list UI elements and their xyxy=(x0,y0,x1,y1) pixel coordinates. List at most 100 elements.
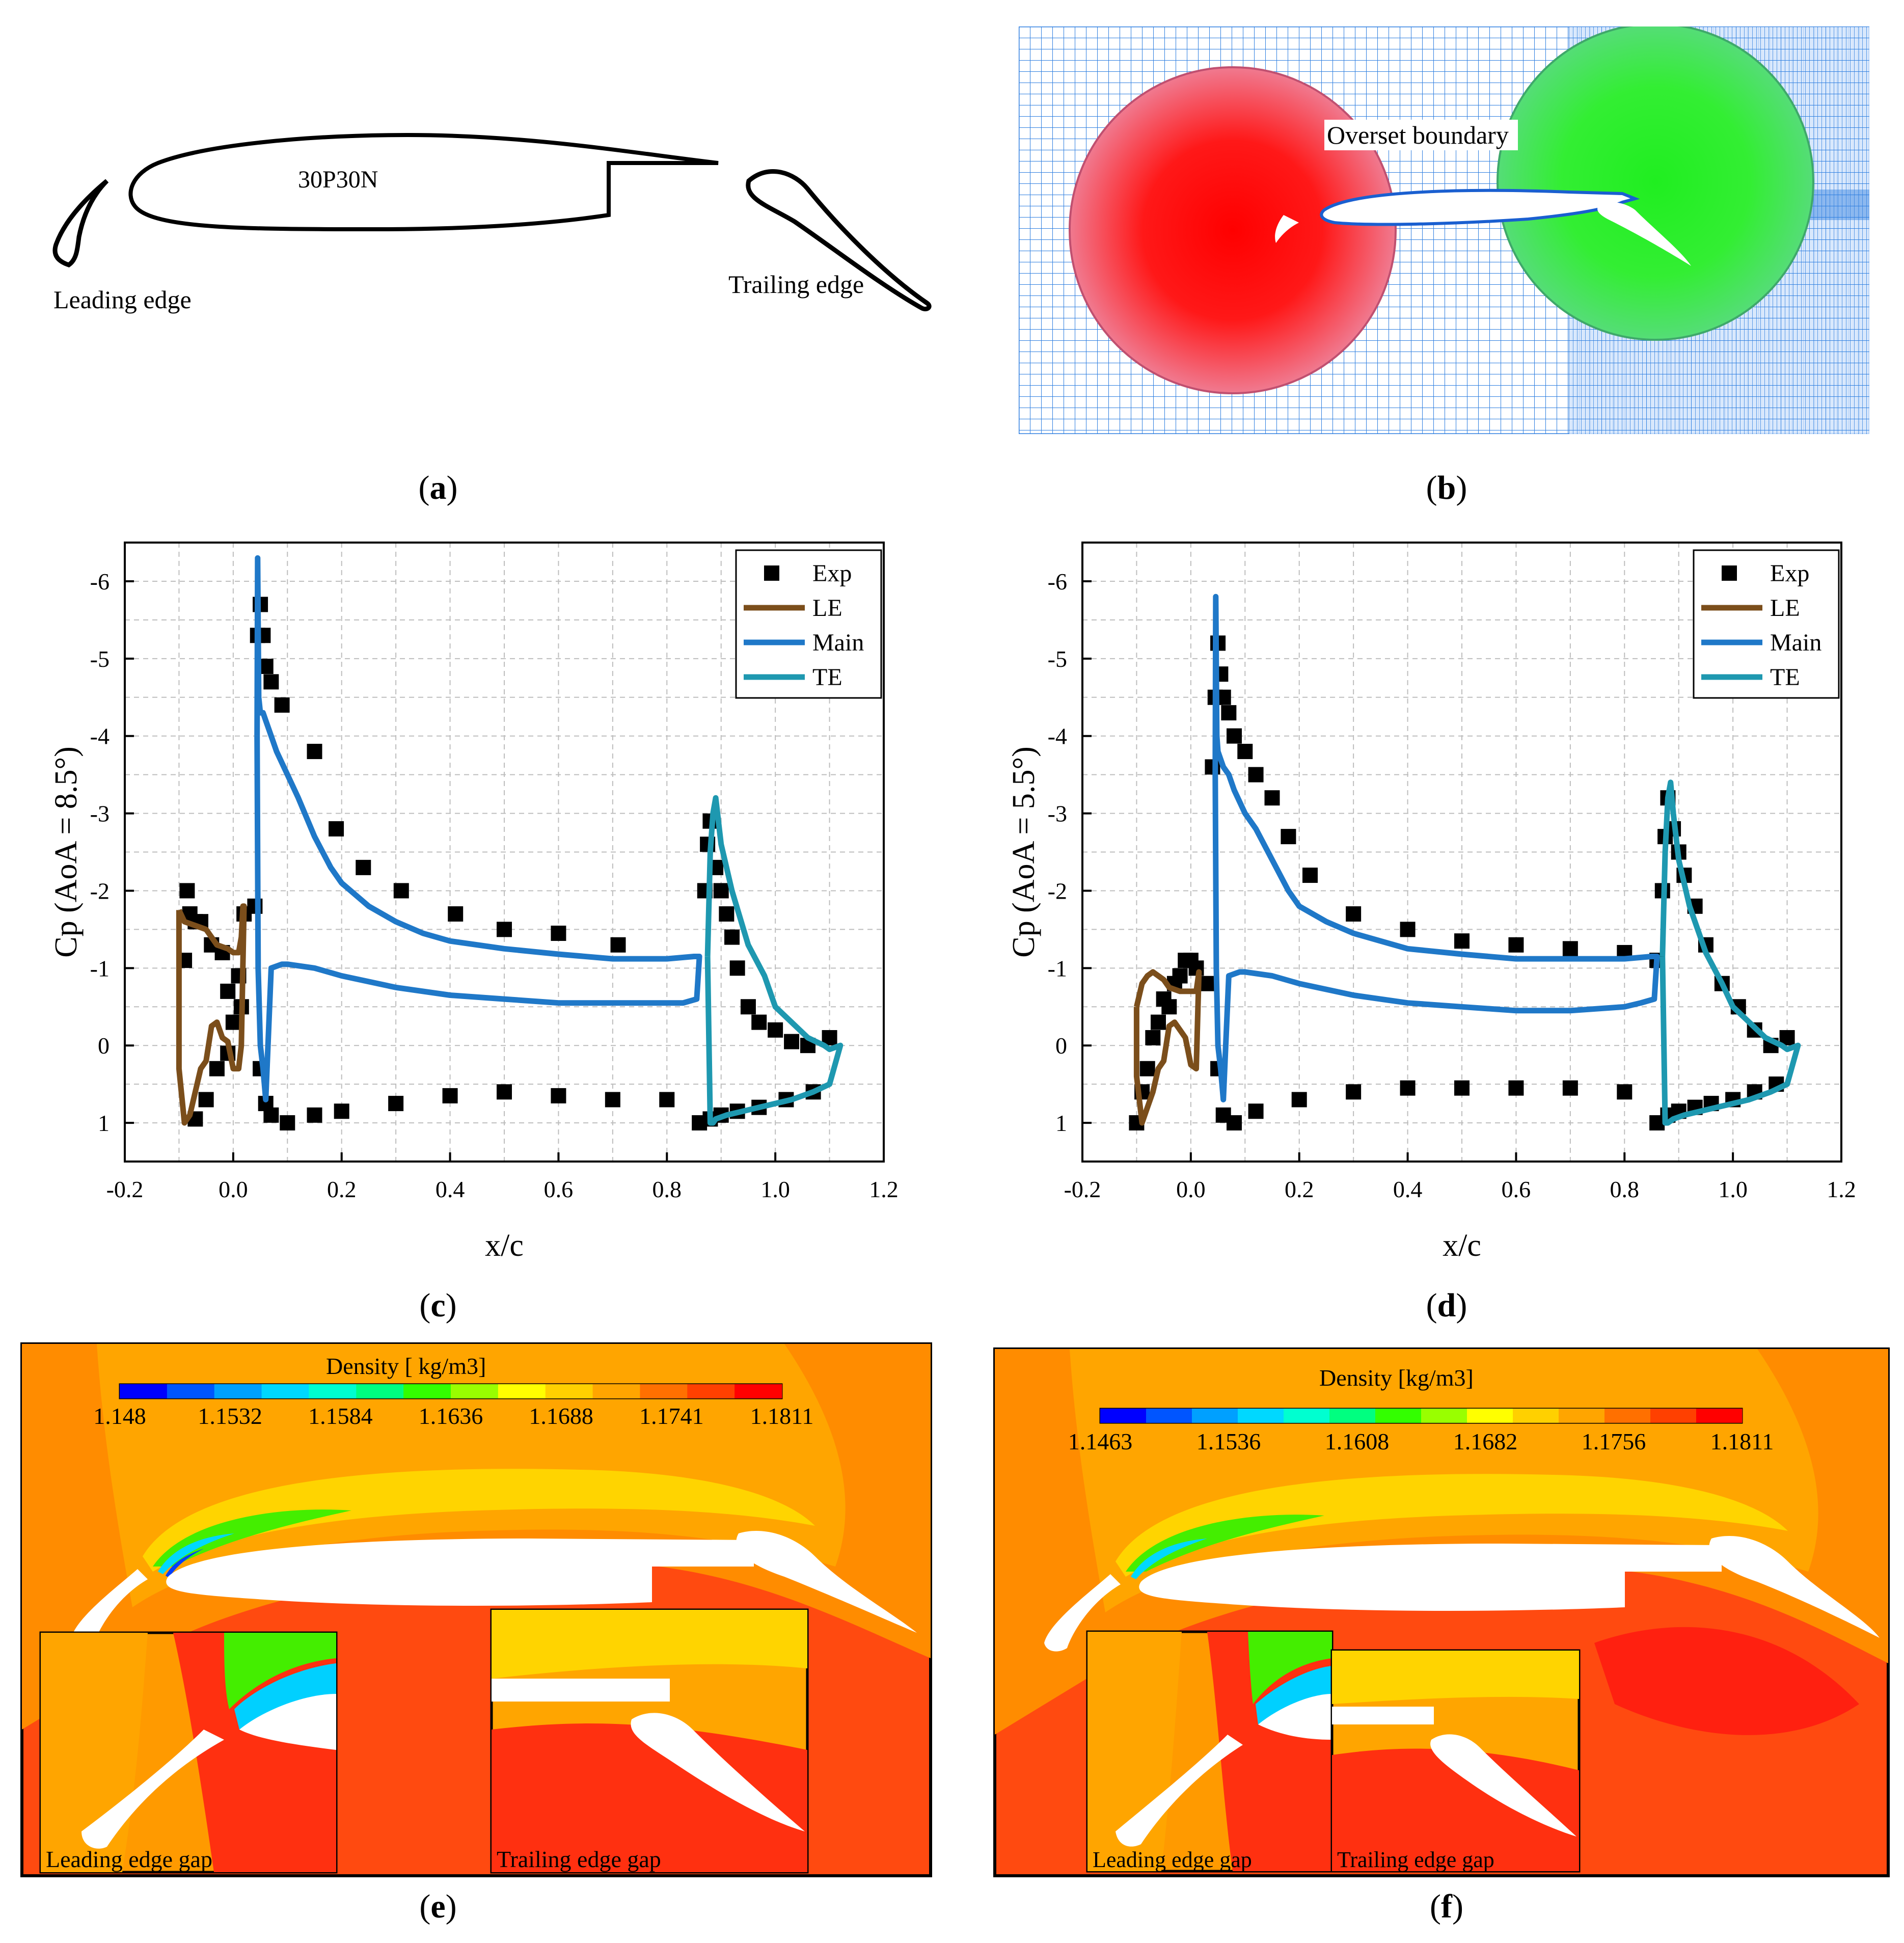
x-tick-label: -0.2 xyxy=(1064,1176,1101,1202)
exp-point xyxy=(1508,1080,1524,1096)
legend-box xyxy=(735,549,882,699)
exp-point xyxy=(740,999,756,1015)
contour-band-green xyxy=(153,1509,351,1567)
panel-label-d: (d) xyxy=(1426,1287,1467,1324)
overset-mesh: Overset boundary xyxy=(1019,26,1869,434)
exp-point xyxy=(1264,790,1280,806)
x-tick-label: 0.2 xyxy=(1285,1176,1314,1202)
legend-box xyxy=(1693,549,1840,699)
x-tick-label: 1.2 xyxy=(1827,1176,1856,1202)
series-line-le xyxy=(176,903,247,1126)
main-element-shape xyxy=(128,132,719,232)
exp-point xyxy=(605,1092,620,1108)
y-tick-label: -4 xyxy=(1048,723,1067,749)
exp-point xyxy=(1346,1084,1362,1100)
x-tick-label: 0.0 xyxy=(1176,1176,1206,1202)
colorbar-swatch xyxy=(214,1384,262,1398)
y-axis-label: Cp (AoA = 8.5°) xyxy=(49,746,84,958)
x-tick-label: 1.0 xyxy=(1718,1176,1748,1202)
legend-label: LE xyxy=(812,595,842,622)
inset-leading-edge-e: Leading edge gap xyxy=(39,1631,338,1874)
flap-cutout xyxy=(1709,1536,1880,1638)
main-element-cutout xyxy=(166,1539,754,1606)
exp-point xyxy=(1508,937,1524,953)
x-tick-label: -0.2 xyxy=(106,1176,144,1202)
panel-label-a: (a) xyxy=(418,469,458,506)
exp-point xyxy=(497,1084,512,1100)
y-tick-label: -2 xyxy=(1048,878,1067,904)
colorbar-title-e: Density [ kg/m3] xyxy=(326,1353,486,1379)
x-axis-label: x/c xyxy=(485,1228,524,1263)
inset-trailing-edge-e: Trailing edge gap xyxy=(490,1608,809,1874)
slat-cutout xyxy=(1044,1574,1121,1652)
main-element-body xyxy=(1320,188,1640,226)
colorbar-swatch xyxy=(735,1384,782,1398)
density-contour-e: Density [ kg/m3] 1.148 1.1532 1.1584 1.1636… xyxy=(20,1342,932,1877)
colorbar-ticks-e: 1.148 1.1532 1.1584 1.1636 1.1688 1.1741 1.181… xyxy=(93,1403,813,1429)
contour-band-cyan xyxy=(158,1533,234,1574)
colorbar-swatch xyxy=(498,1384,546,1398)
y-tick-label: -1 xyxy=(1048,955,1067,981)
exp-point xyxy=(1454,1080,1470,1096)
exp-point xyxy=(1562,1080,1578,1096)
exp-point xyxy=(220,983,236,999)
colorbar-tick-label: 1.1532 xyxy=(198,1403,262,1429)
flap-body xyxy=(1597,202,1691,266)
y-tick-label: -3 xyxy=(1048,801,1067,827)
airfoil-schematic: 30P30N Leading edge Trailing edge xyxy=(52,132,932,314)
exp-point xyxy=(610,937,626,953)
slat-shape xyxy=(52,179,109,267)
legend-label: Exp xyxy=(1770,560,1809,587)
x-tick-label: 0.6 xyxy=(1502,1176,1531,1202)
leading-edge-label: Leading edge xyxy=(53,285,192,314)
exp-point xyxy=(1227,728,1242,744)
inset-left-label-e: Leading edge gap xyxy=(46,1846,212,1872)
exp-point xyxy=(179,883,195,899)
exp-point xyxy=(1215,1107,1231,1123)
exp-point xyxy=(263,674,279,690)
colorbar-swatch xyxy=(1192,1409,1238,1423)
panel-label-e: (e) xyxy=(419,1888,457,1925)
colorbar-swatch xyxy=(592,1384,640,1398)
colorbar-swatch xyxy=(687,1384,735,1398)
colorbar-tick-label: 1.1688 xyxy=(529,1403,593,1429)
exp-point xyxy=(1562,941,1578,957)
colorbar-tick-label: 1.1536 xyxy=(1196,1428,1261,1454)
x-tick-label: 0.2 xyxy=(327,1176,357,1202)
exp-point xyxy=(1199,976,1215,991)
colorbar-swatch xyxy=(167,1384,215,1398)
airfoil-name: 30P30N xyxy=(298,166,378,193)
exp-point xyxy=(1248,1103,1264,1119)
colorbar-tick-label: 1.1811 xyxy=(750,1403,814,1429)
exp-point xyxy=(209,1061,225,1076)
panel-label-f: (f) xyxy=(1430,1888,1463,1925)
colorbar-swatch xyxy=(1696,1409,1743,1423)
exp-point xyxy=(719,906,735,922)
flap-cutout xyxy=(736,1531,917,1633)
slat-body xyxy=(1275,215,1299,243)
legend-label: TE xyxy=(812,664,842,691)
overset-label-bg xyxy=(1324,120,1518,150)
y-tick-label: -5 xyxy=(90,646,110,672)
colorbar-swatch xyxy=(1604,1409,1651,1423)
colorbar-swatch xyxy=(1421,1409,1467,1423)
series-line-main xyxy=(1212,593,1660,1102)
colorbar-ticks-f: 1.1463 1.1536 1.1608 1.1682 1.1756 1.1811 xyxy=(1068,1428,1774,1454)
y-tick-label: -6 xyxy=(90,569,110,595)
y-tick-label: 1 xyxy=(1055,1110,1067,1136)
series-line-main xyxy=(254,555,702,1102)
exp-point xyxy=(334,1103,349,1119)
plot-frame xyxy=(124,542,885,1163)
exp-point xyxy=(388,1096,404,1112)
series-line-te xyxy=(1660,779,1801,1126)
exp-point xyxy=(307,1107,322,1123)
colorbar-swatch xyxy=(356,1384,404,1398)
exp-point xyxy=(1400,922,1416,937)
exp-point xyxy=(1291,1092,1307,1108)
inset-leading-edge-f: Leading edge gap xyxy=(1086,1630,1334,1873)
colorbar-swatch xyxy=(1513,1409,1559,1423)
density-contour-f: Density [kg/m3] 1.1463 1.1536 1.1608 1.1682… xyxy=(993,1347,1890,1877)
legend-marker xyxy=(764,565,779,581)
exp-point xyxy=(497,922,512,937)
main-element-cutout xyxy=(1139,1544,1722,1611)
